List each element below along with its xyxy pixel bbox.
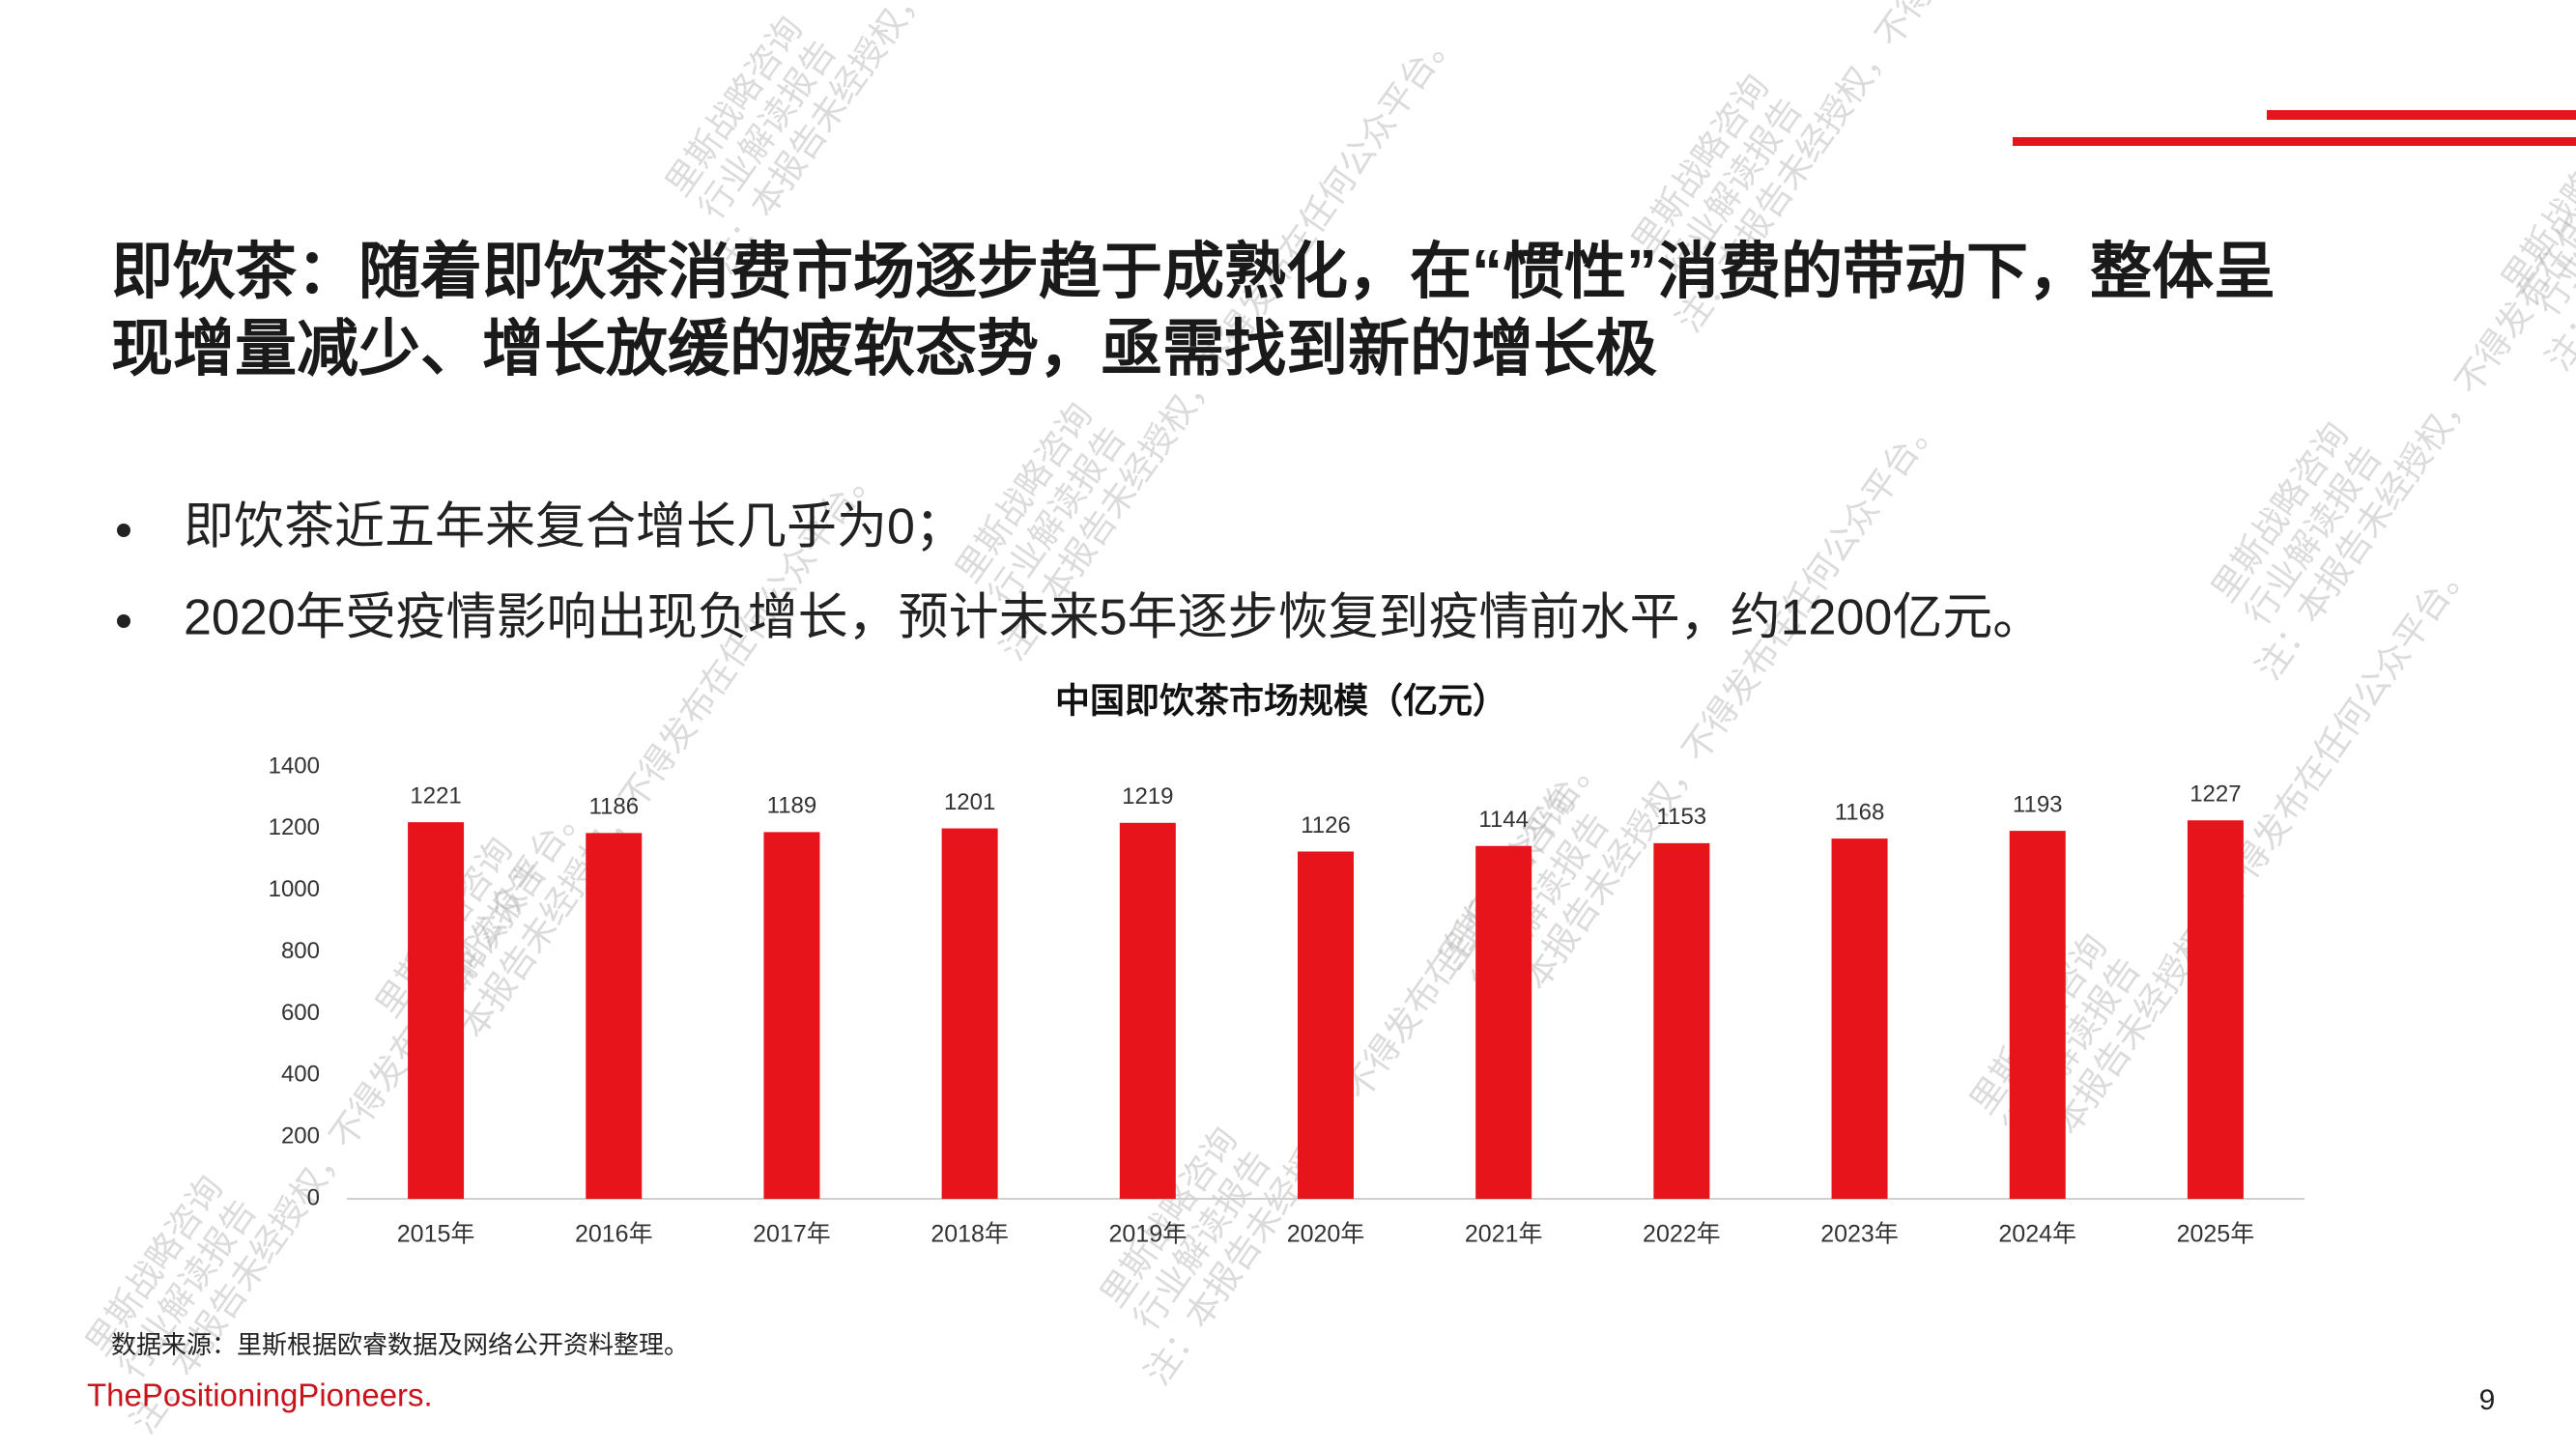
bar <box>2009 831 2066 1199</box>
x-tick-label: 2023年 <box>1820 1221 1899 1248</box>
bullet-text: 即饮茶近五年来复合增长几乎为0； <box>184 499 965 555</box>
x-tick-label: 2015年 <box>397 1221 475 1248</box>
y-tick-label: 1200 <box>269 814 320 840</box>
bar <box>1119 822 1176 1199</box>
y-tick-label: 1400 <box>269 753 320 779</box>
data-label: 1201 <box>944 789 995 815</box>
y-tick-label: 0 <box>307 1184 320 1210</box>
bullet-dot <box>117 614 130 628</box>
data-label: 1126 <box>1301 812 1351 838</box>
x-tick-label: 2017年 <box>753 1221 831 1248</box>
deco-bar <box>2267 110 2576 120</box>
bar <box>763 832 820 1199</box>
x-tick-label: 2020年 <box>1287 1221 1365 1248</box>
x-tick-label: 2019年 <box>1109 1221 1188 1248</box>
chart: 0 200 400 600 800 1000 1200 1400 2015年 1221 2016年 1… <box>269 753 2304 1248</box>
data-label: 1186 <box>588 794 639 820</box>
bar <box>2187 820 2244 1199</box>
brand: ThePositioningPioneers. <box>87 1378 433 1413</box>
x-tick-label: 2021年 <box>1465 1221 1543 1248</box>
data-label: 1221 <box>410 782 461 809</box>
bar <box>586 833 643 1199</box>
x-tick-label: 2022年 <box>1643 1221 1721 1248</box>
x-tick-label: 2025年 <box>2177 1221 2255 1248</box>
y-tick-label: 800 <box>281 938 320 964</box>
bar <box>1298 851 1354 1199</box>
data-label: 1144 <box>1478 807 1529 833</box>
x-tick-label: 2024年 <box>1998 1221 2076 1248</box>
y-tick-label: 1000 <box>269 876 320 902</box>
deco-bar <box>2013 137 2576 146</box>
bar <box>408 822 465 1199</box>
bar <box>941 828 998 1199</box>
data-label: 1153 <box>1657 804 1707 830</box>
bar <box>1831 838 1888 1199</box>
slide-title: 即饮茶：随着即饮茶消费市场逐步趋于成熟化，在“惯性”消费的带动下，整体呈 <box>111 237 2275 306</box>
data-label: 1219 <box>1122 783 1173 810</box>
bullet-dot <box>117 524 130 537</box>
y-tick-label: 200 <box>281 1122 320 1149</box>
y-tick-label: 600 <box>281 1000 320 1026</box>
page-number: 9 <box>2479 1384 2496 1416</box>
bar <box>1653 842 1710 1199</box>
data-label: 1168 <box>1835 799 1885 825</box>
x-tick-label: 2016年 <box>575 1221 653 1248</box>
data-label: 1227 <box>2190 781 2241 808</box>
y-tick-label: 400 <box>281 1062 320 1088</box>
bar <box>1475 845 1532 1199</box>
bullet-text: 2020年受疫情影响出现负增长，预计未来5年逐步恢复到疫情前水平，约1200亿元… <box>184 590 2043 646</box>
x-tick-label: 2018年 <box>930 1221 1009 1248</box>
data-label: 1193 <box>2013 791 2063 817</box>
chart-title: 中国即饮茶市场规模（亿元） <box>1055 681 1507 721</box>
slide-title: 现增量减少、增长放缓的疲软态势，亟需找到新的增长极 <box>111 314 1657 384</box>
source-note: 数据来源：里斯根据欧睿数据及网络公开资料整理。 <box>111 1330 689 1359</box>
data-label: 1189 <box>767 793 817 819</box>
